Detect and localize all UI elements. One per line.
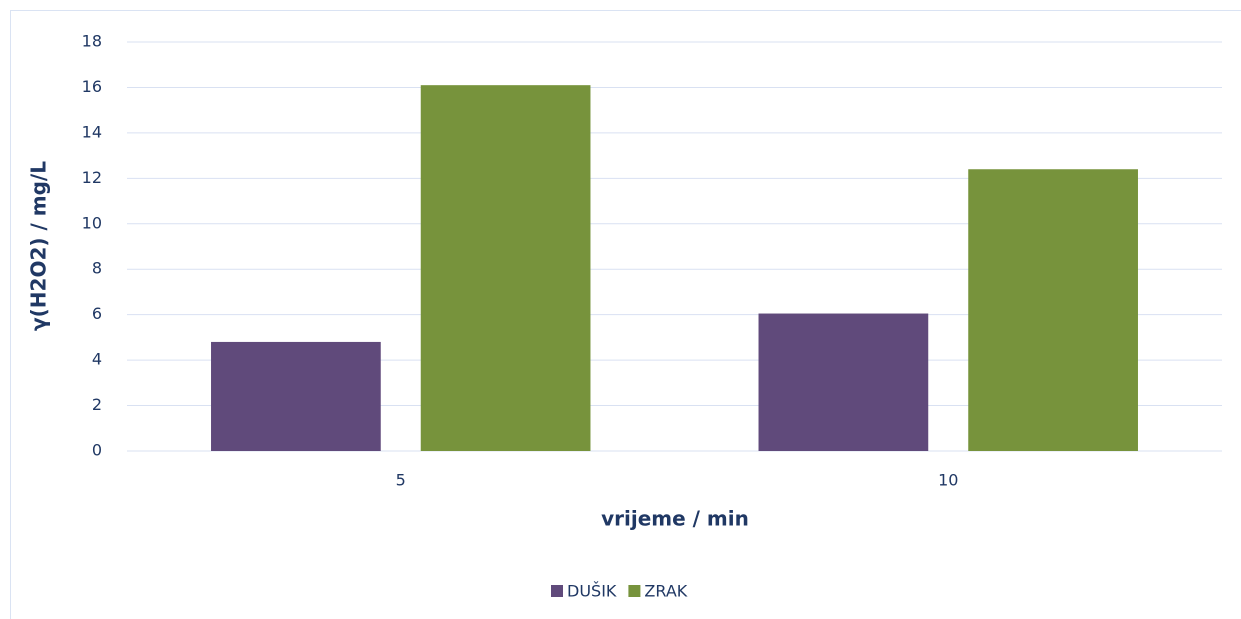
legend-swatch [628, 585, 641, 597]
y-tick-label: 4 [92, 350, 102, 369]
legend-label: ZRAK [644, 582, 687, 601]
bar [968, 169, 1138, 451]
bar [211, 341, 381, 451]
bar [758, 313, 929, 451]
x-tick-label: 5 [396, 471, 406, 490]
y-tick-label: 10 [82, 213, 102, 232]
y-tick-label: 12 [82, 168, 102, 187]
y-tick-label: 14 [82, 122, 102, 141]
y-tick-label: 0 [92, 441, 102, 460]
legend-swatch [551, 585, 563, 597]
y-tick-label: 16 [82, 77, 102, 96]
bar [420, 85, 591, 451]
legend-label: DUŠIK [567, 582, 617, 601]
x-tick-label: 10 [938, 471, 958, 490]
chart-border [10, 10, 1241, 619]
y-axis-title: γ(H2O2) / mg/L [27, 161, 51, 331]
y-tick-label: 18 [82, 32, 102, 51]
y-tick-label: 6 [92, 304, 102, 323]
x-axis-title: vrijeme / min [601, 507, 749, 531]
y-tick-label: 2 [92, 395, 102, 414]
y-tick-label: 8 [92, 259, 102, 278]
